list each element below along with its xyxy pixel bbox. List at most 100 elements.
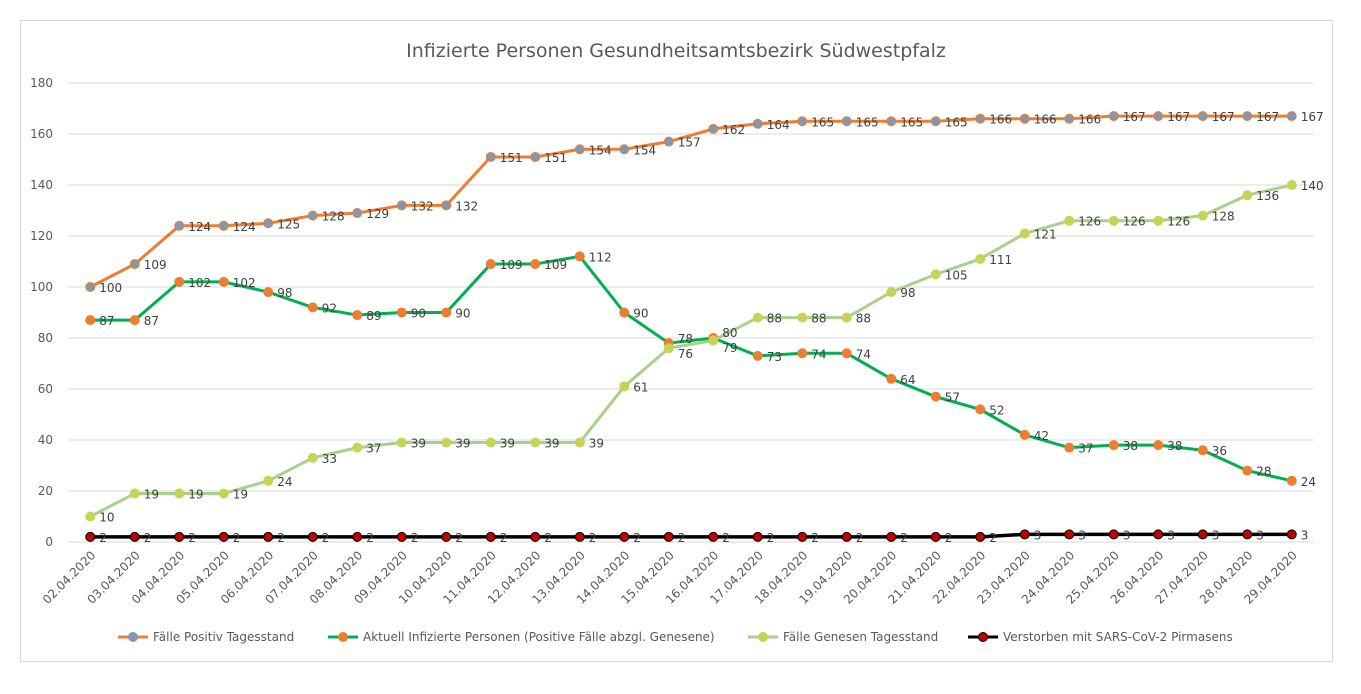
data-label: 2 <box>144 531 152 545</box>
data-label: 2 <box>633 531 641 545</box>
data-point <box>663 531 674 542</box>
data-label: 39 <box>589 437 604 451</box>
data-point <box>1197 529 1208 540</box>
data-label: 3 <box>1256 528 1264 542</box>
data-point <box>396 437 407 448</box>
legend-marker-icon <box>338 632 348 642</box>
data-label: 124 <box>233 220 256 234</box>
data-label: 2 <box>989 531 997 545</box>
data-point <box>663 343 674 354</box>
data-label: 165 <box>856 115 879 129</box>
data-point <box>1108 440 1119 451</box>
data-label: 109 <box>500 258 523 272</box>
data-label: 52 <box>989 403 1004 417</box>
data-label: 112 <box>589 250 612 264</box>
data-label: 3 <box>1034 528 1042 542</box>
data-point <box>574 251 585 262</box>
data-point <box>263 287 274 298</box>
data-point <box>1019 228 1030 239</box>
legend-marker-icon <box>128 632 138 642</box>
data-point <box>752 531 763 542</box>
data-label: 151 <box>500 151 523 165</box>
data-label: 64 <box>900 373 915 387</box>
data-point <box>352 442 363 453</box>
data-point <box>263 475 274 486</box>
series-line <box>90 532 1292 539</box>
y-tick-label: 40 <box>38 433 53 447</box>
data-label: 10 <box>99 511 114 525</box>
data-point <box>708 123 719 134</box>
data-point <box>352 310 363 321</box>
data-point <box>1242 190 1253 201</box>
data-point <box>307 210 318 221</box>
legend-entry: Verstorben mit SARS-CoV-2 Pirmasens <box>1003 630 1233 644</box>
y-tick-label: 60 <box>38 382 53 396</box>
data-label: 132 <box>411 199 434 213</box>
data-label: 88 <box>811 312 826 326</box>
data-label: 125 <box>277 217 300 231</box>
data-point <box>752 312 763 323</box>
data-point <box>396 307 407 318</box>
data-point <box>263 218 274 229</box>
data-label: 57 <box>945 391 960 405</box>
data-label: 164 <box>767 118 790 132</box>
data-point <box>441 200 452 211</box>
data-label: 100 <box>99 281 122 295</box>
data-label: 74 <box>856 347 871 361</box>
data-point <box>841 312 852 323</box>
data-label: 2 <box>678 531 686 545</box>
data-label: 136 <box>1256 189 1279 203</box>
data-point <box>396 200 407 211</box>
data-point <box>797 116 808 127</box>
data-label: 3 <box>1301 528 1309 542</box>
data-label: 167 <box>1123 110 1146 124</box>
data-point <box>1286 529 1297 540</box>
data-point <box>797 531 808 542</box>
data-label: 42 <box>1034 429 1049 443</box>
data-label: 39 <box>500 437 515 451</box>
data-point <box>1019 529 1030 540</box>
data-point <box>1064 442 1075 453</box>
data-label: 2 <box>99 531 107 545</box>
data-point <box>619 531 630 542</box>
data-label: 157 <box>678 136 701 150</box>
data-label: 109 <box>544 258 567 272</box>
data-point <box>530 151 541 162</box>
data-label: 39 <box>455 437 470 451</box>
data-label: 73 <box>767 350 782 364</box>
data-point <box>1242 111 1253 122</box>
data-point <box>1286 475 1297 486</box>
data-label: 39 <box>544 437 559 451</box>
data-point <box>485 531 496 542</box>
data-point <box>441 531 452 542</box>
data-label: 2 <box>945 531 953 545</box>
data-point <box>129 315 140 326</box>
data-point <box>352 208 363 219</box>
data-point <box>174 276 185 287</box>
data-label: 154 <box>589 143 612 157</box>
data-label: 2 <box>811 531 819 545</box>
data-point <box>708 335 719 346</box>
data-label: 98 <box>900 286 915 300</box>
data-label: 90 <box>411 307 426 321</box>
data-point <box>1242 529 1253 540</box>
data-label: 90 <box>455 307 470 321</box>
data-label: 88 <box>767 312 782 326</box>
data-point <box>841 531 852 542</box>
data-label: 36 <box>1212 444 1227 458</box>
data-point <box>174 220 185 231</box>
data-point <box>396 531 407 542</box>
data-label: 2 <box>856 531 864 545</box>
data-point <box>129 259 140 270</box>
data-point <box>1197 111 1208 122</box>
y-tick-label: 0 <box>45 535 53 549</box>
data-label: 24 <box>1301 475 1316 489</box>
data-point <box>841 348 852 359</box>
data-point <box>485 259 496 270</box>
data-point <box>886 531 897 542</box>
data-label: 2 <box>366 531 374 545</box>
data-point <box>352 531 363 542</box>
data-point <box>574 531 585 542</box>
data-point <box>85 282 96 292</box>
